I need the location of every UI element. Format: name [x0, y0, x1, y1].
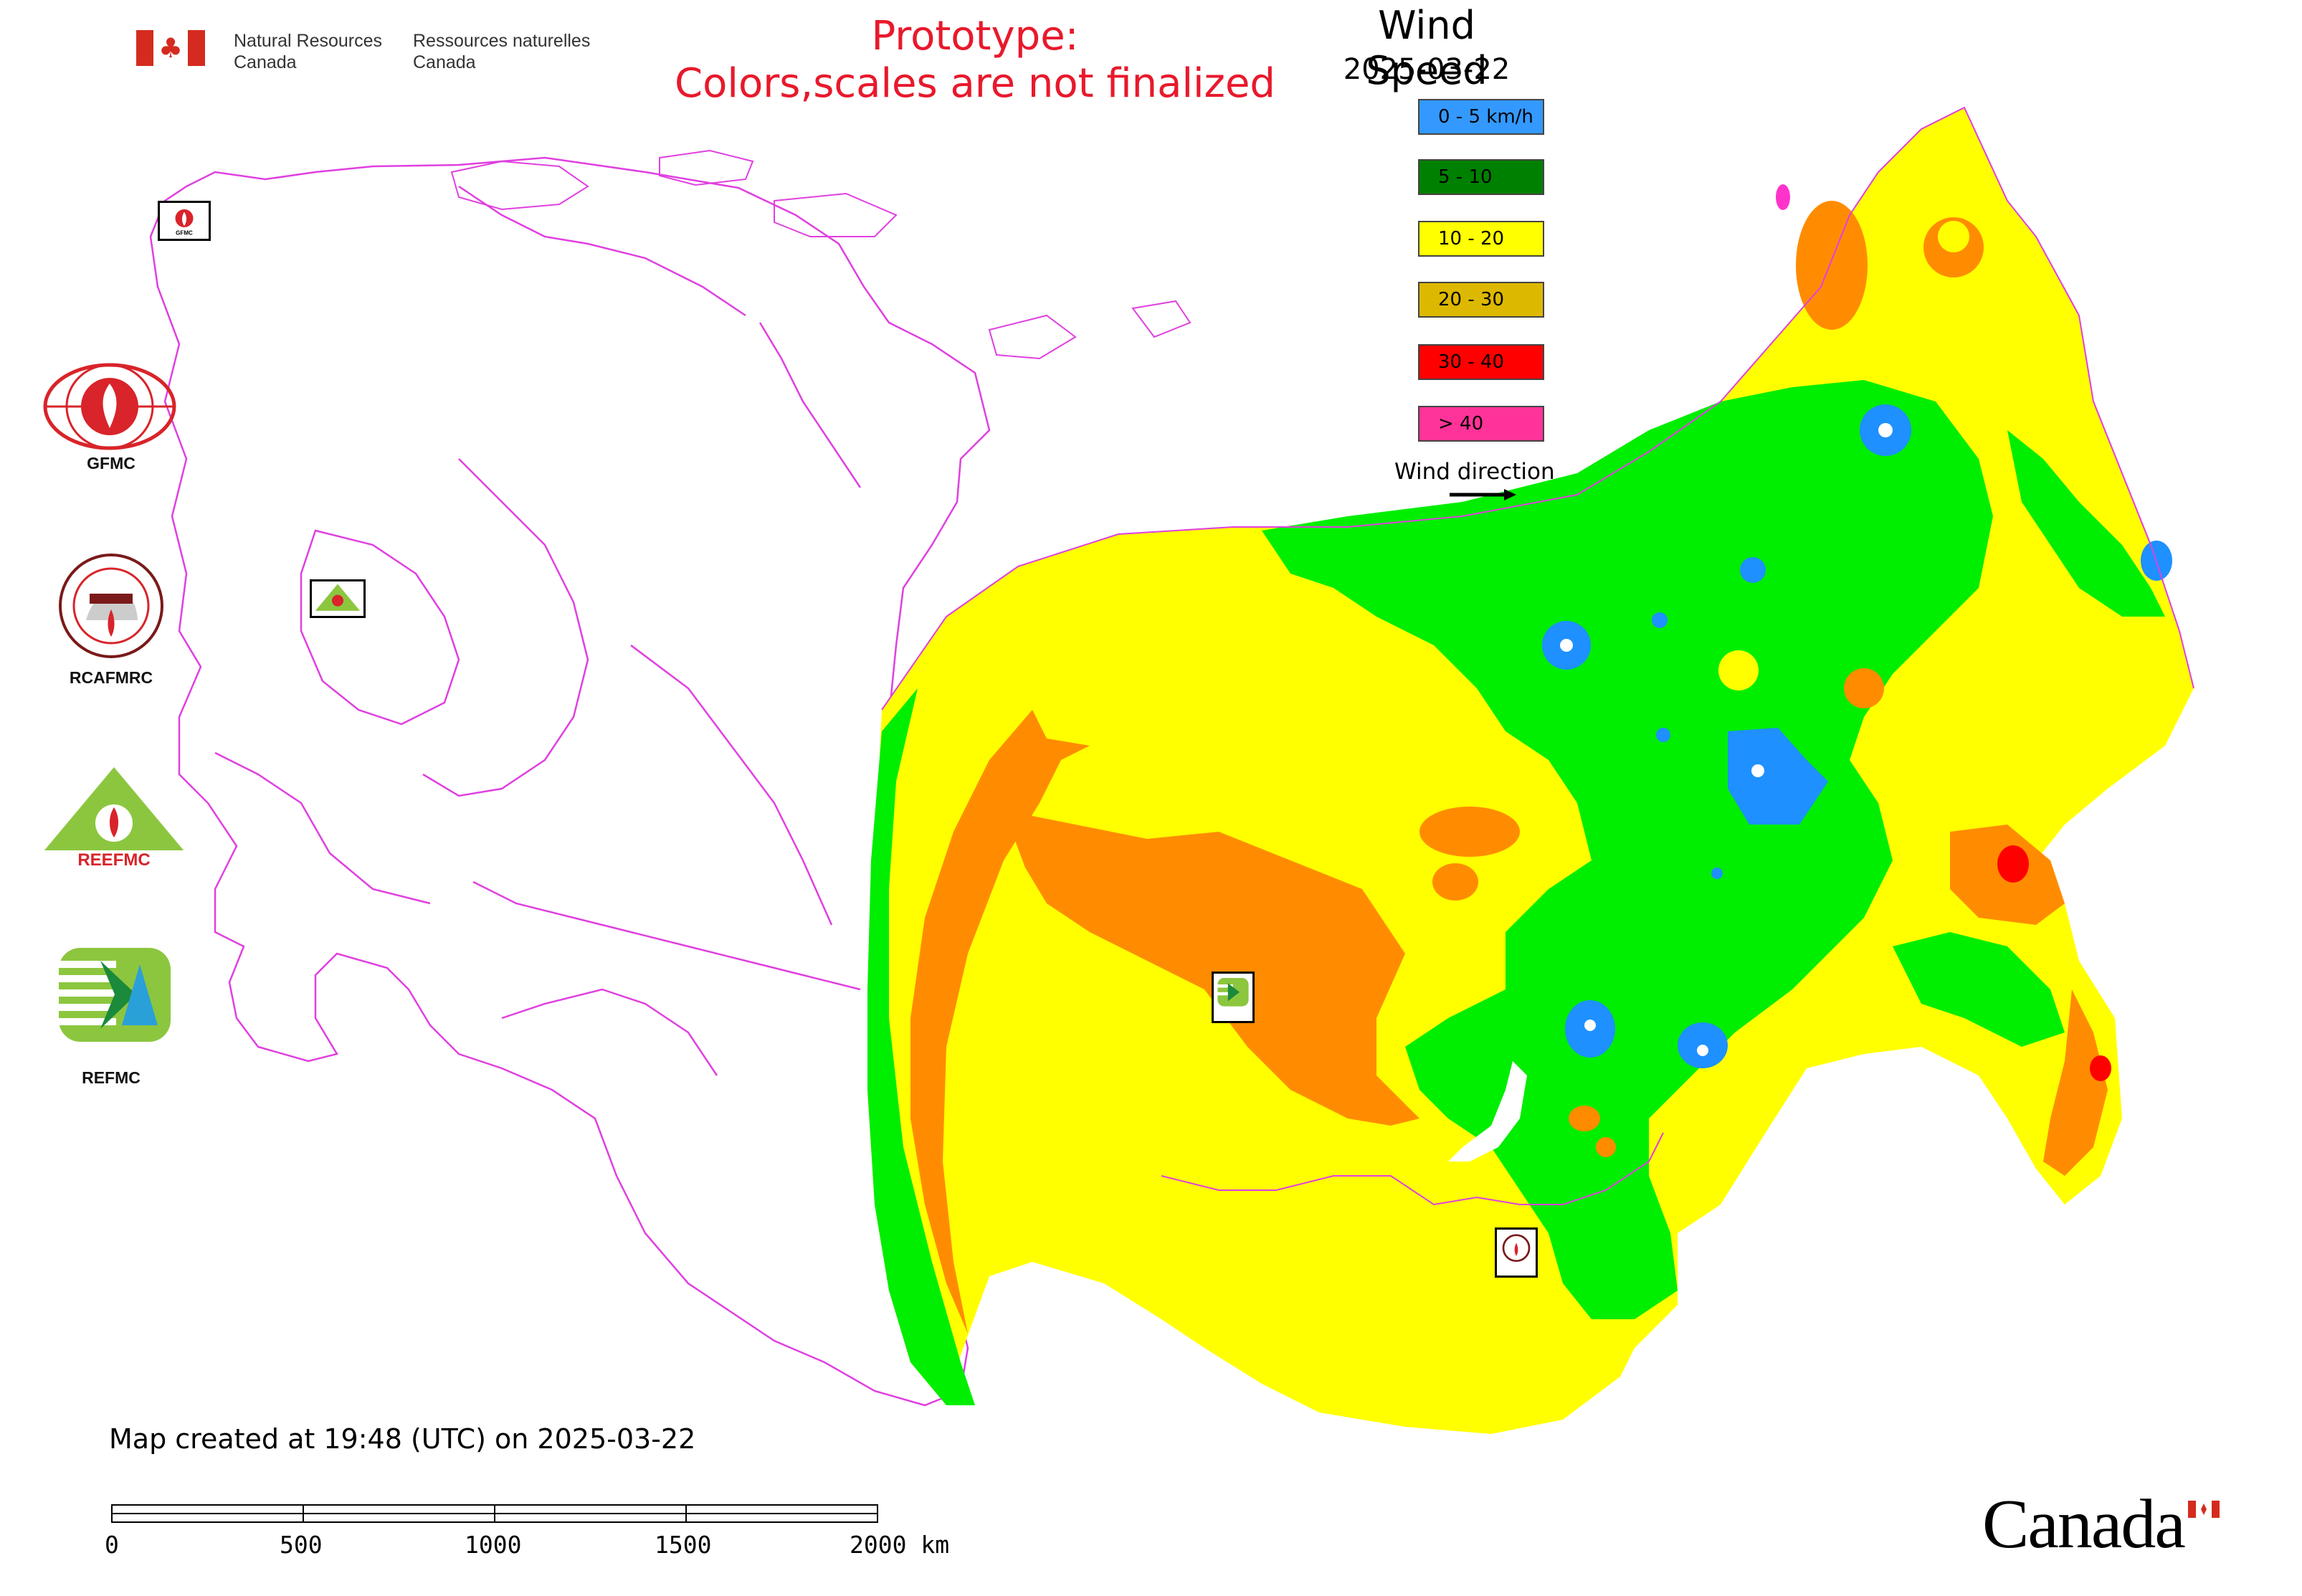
scale-tick-500: 500: [280, 1531, 323, 1559]
gfmc-logo-icon: [43, 363, 176, 450]
wind-zone-green-southeast: [1893, 932, 2065, 1047]
agency-name-en: Natural Resources Canada: [234, 31, 383, 72]
refmc-logo-icon: [59, 948, 171, 1042]
agency-signature: ♣ Natural Resources Canada Ressources na…: [136, 30, 590, 73]
rcafmrc-caption: RCAFMRC: [69, 668, 153, 687]
svg-text:GFMC: GFMC: [176, 230, 193, 237]
wind-zone-orange-plume: [1004, 810, 1419, 1126]
wind-zone-orange-arc: [910, 710, 1090, 1334]
scale-tick-0: 0: [105, 1531, 119, 1559]
wind-direction-label: Wind direction: [1394, 459, 1555, 485]
svg-text:REEFMC: REEFMC: [77, 850, 150, 869]
scale-bar: [111, 1504, 878, 1523]
wind-zone-green-north: [1262, 380, 1993, 1319]
scale-tick-1500: 1500: [655, 1531, 712, 1559]
country-boundaries-west: [149, 156, 991, 1407]
reefmc-logo-icon: REEFMC: [37, 767, 191, 869]
reefmc-map-badge-icon: [310, 579, 366, 618]
legend-item: 0 - 5 km/h: [1418, 99, 1544, 135]
arctic-islands: [450, 149, 1192, 360]
rcafmrc-logo-icon: [59, 554, 163, 658]
wind-direction-arrow-icon: [1450, 489, 1516, 500]
legend-item: > 40: [1418, 406, 1544, 442]
gfmc-map-badge-icon: GFMC: [158, 201, 211, 241]
scale-tick-1000: 1000: [465, 1531, 522, 1559]
wind-zone-green-kamchatka: [2007, 430, 2165, 617]
gfmc-caption: GFMC: [87, 454, 135, 472]
legend-item: 20 - 30: [1418, 282, 1544, 318]
canada-wordmark-flag-icon: [2188, 1501, 2220, 1518]
wind-zone-green-rim: [867, 688, 975, 1405]
legend-date: 2025-03-22: [1343, 53, 1511, 86]
canada-flag-icon: ♣: [136, 30, 205, 66]
prototype-line-2: Colors,scales are not finalized: [675, 60, 1275, 107]
legend-title: Wind Speed: [1366, 3, 1488, 93]
legend-item: 5 - 10: [1418, 159, 1544, 195]
refmc-caption: REFMC: [82, 1068, 141, 1087]
legend-item: 30 - 40: [1418, 344, 1544, 380]
prototype-notice: Prototype: Colors,scales are not finaliz…: [645, 13, 1305, 108]
canada-wordmark: Canada: [1982, 1486, 2186, 1563]
prototype-line-1: Prototype:: [871, 13, 1079, 60]
agency-name-fr: Ressources naturelles Canada: [413, 31, 591, 72]
scale-tick-2000: 2000 km: [850, 1531, 950, 1559]
wind-field: [867, 106, 2194, 1434]
rcafmrc-map-badge-icon: [1495, 1227, 1538, 1278]
refmc-map-badge-icon: [1212, 972, 1255, 1023]
map-created-timestamp: Map created at 19:48 (UTC) on 2025-03-22: [109, 1423, 696, 1455]
legend-item: 10 - 20: [1418, 221, 1544, 257]
